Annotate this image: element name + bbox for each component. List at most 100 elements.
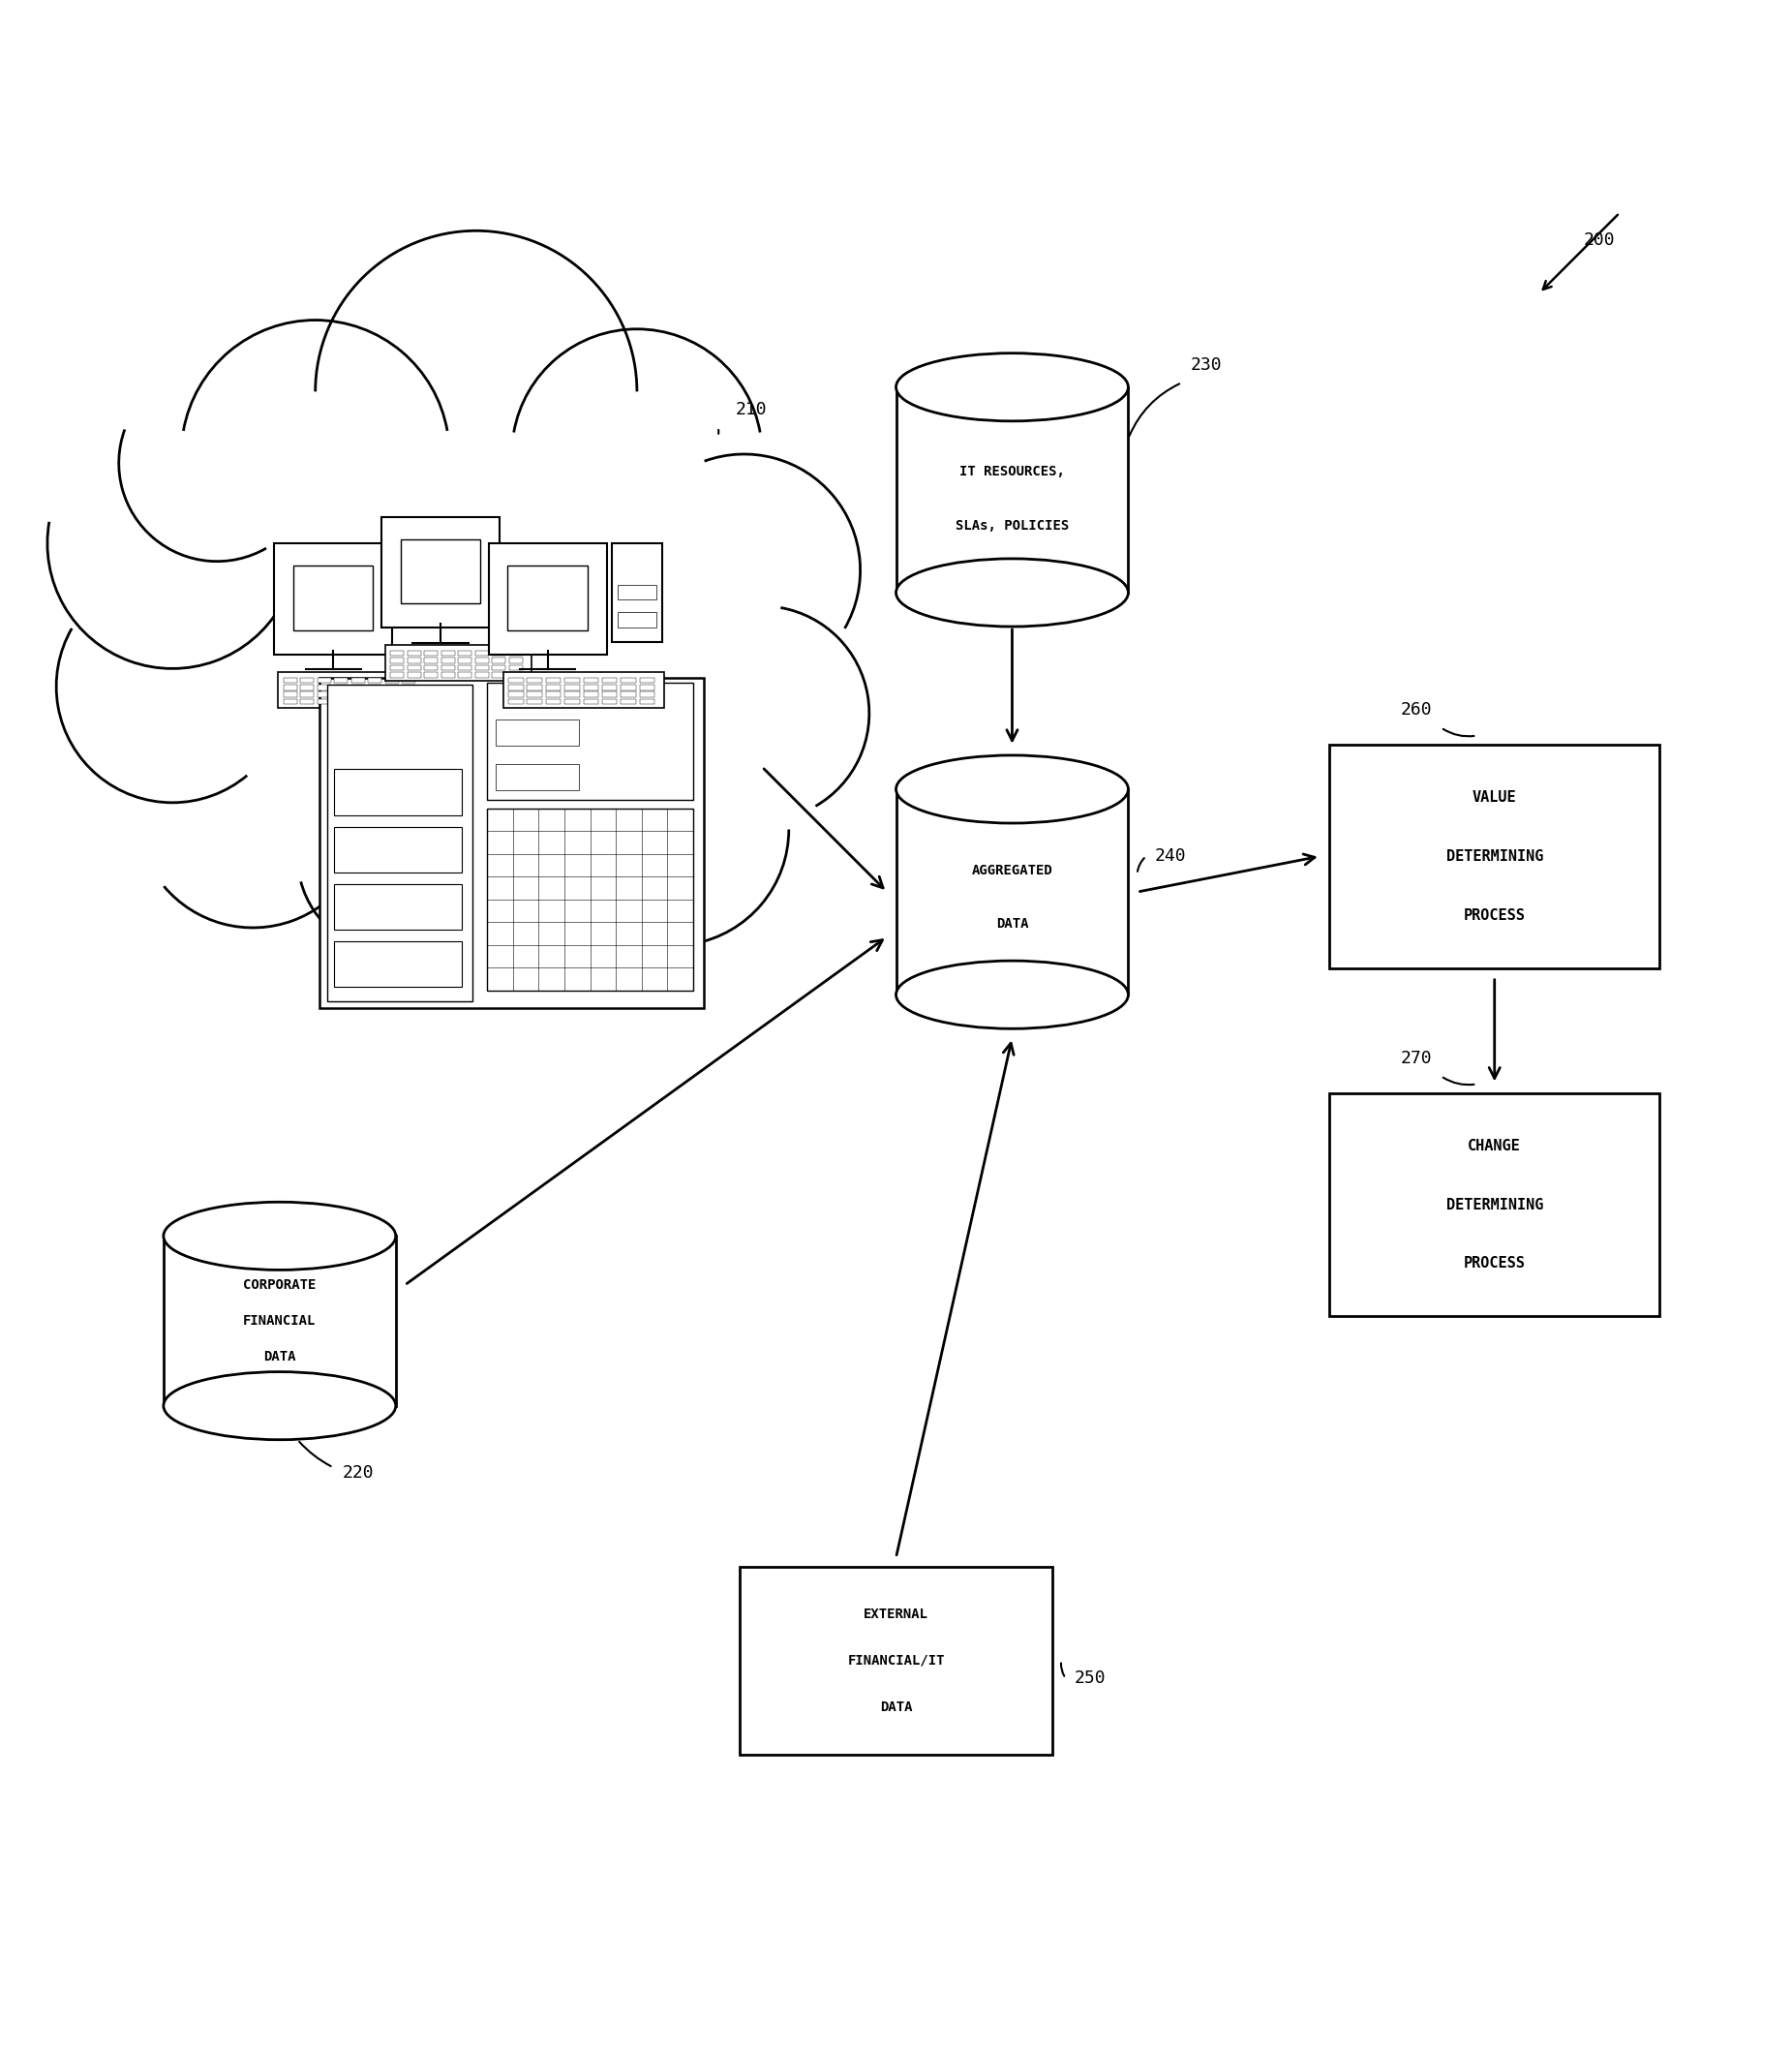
Ellipse shape xyxy=(163,1373,396,1441)
Bar xyxy=(317,685,332,689)
Bar xyxy=(333,827,462,872)
Bar xyxy=(493,665,505,671)
Bar xyxy=(317,700,332,704)
Text: CORPORATE: CORPORATE xyxy=(244,1278,315,1293)
Ellipse shape xyxy=(896,558,1129,626)
Circle shape xyxy=(136,696,369,928)
Bar xyxy=(391,659,403,663)
Text: 210: 210 xyxy=(735,400,767,419)
Circle shape xyxy=(118,365,315,562)
Bar xyxy=(475,659,489,663)
Text: DATA: DATA xyxy=(880,1701,912,1713)
Text: FINANCIAL: FINANCIAL xyxy=(244,1313,315,1328)
Bar xyxy=(441,659,455,663)
Circle shape xyxy=(645,605,860,821)
Text: 230: 230 xyxy=(1192,357,1222,373)
Bar xyxy=(333,700,348,704)
Bar xyxy=(584,677,599,683)
Ellipse shape xyxy=(896,755,1129,823)
Bar xyxy=(367,685,382,689)
Bar xyxy=(283,692,297,698)
Circle shape xyxy=(557,714,788,946)
Bar xyxy=(441,650,455,657)
Bar xyxy=(459,673,471,677)
Text: PROCESS: PROCESS xyxy=(1464,907,1525,923)
Bar xyxy=(493,673,505,677)
Circle shape xyxy=(441,757,636,954)
Bar xyxy=(441,673,455,677)
Text: 200: 200 xyxy=(1584,232,1615,248)
Bar xyxy=(475,650,489,657)
Bar xyxy=(493,659,505,663)
Circle shape xyxy=(56,570,289,802)
Bar xyxy=(475,673,489,677)
Bar xyxy=(283,685,297,689)
Bar xyxy=(602,700,616,704)
Bar xyxy=(602,692,616,698)
Bar xyxy=(564,685,579,689)
Circle shape xyxy=(181,365,717,901)
Bar xyxy=(616,585,656,599)
Bar xyxy=(1330,745,1659,969)
Bar xyxy=(640,685,654,689)
Bar xyxy=(547,692,561,698)
Bar xyxy=(385,685,398,689)
Bar xyxy=(504,673,663,708)
Circle shape xyxy=(315,230,636,552)
Bar xyxy=(602,677,616,683)
Bar xyxy=(401,692,416,698)
Bar xyxy=(459,665,471,671)
Bar xyxy=(385,644,532,681)
Bar xyxy=(584,692,599,698)
Circle shape xyxy=(181,490,539,847)
Bar xyxy=(425,673,437,677)
Bar xyxy=(367,700,382,704)
Bar xyxy=(407,665,421,671)
Bar xyxy=(407,659,421,663)
Bar xyxy=(391,673,403,677)
Bar xyxy=(527,677,541,683)
Bar xyxy=(385,677,398,683)
Bar xyxy=(896,790,1129,995)
Text: CHANGE: CHANGE xyxy=(1468,1139,1521,1153)
FancyBboxPatch shape xyxy=(382,517,500,628)
Bar xyxy=(301,677,314,683)
Bar xyxy=(351,685,364,689)
Bar xyxy=(278,673,425,708)
Bar xyxy=(333,942,462,987)
Bar xyxy=(283,700,297,704)
Bar xyxy=(487,683,694,800)
Circle shape xyxy=(513,328,762,579)
Text: DATA: DATA xyxy=(263,1350,296,1363)
Bar xyxy=(496,718,579,745)
Bar xyxy=(351,677,364,683)
Bar xyxy=(301,692,314,698)
Bar xyxy=(475,665,489,671)
Bar xyxy=(333,685,348,689)
Circle shape xyxy=(297,757,495,954)
Bar xyxy=(616,611,656,628)
Bar xyxy=(459,650,471,657)
Bar xyxy=(301,700,314,704)
Bar xyxy=(527,692,541,698)
Bar xyxy=(509,659,523,663)
Bar xyxy=(1330,1094,1659,1317)
Bar xyxy=(317,692,332,698)
Bar xyxy=(509,700,523,704)
Bar xyxy=(283,677,297,683)
Bar xyxy=(509,692,523,698)
Bar xyxy=(333,770,462,815)
Bar xyxy=(425,659,437,663)
Bar xyxy=(564,700,579,704)
Bar xyxy=(319,677,704,1008)
Bar xyxy=(493,650,505,657)
Bar xyxy=(351,700,364,704)
Text: AGGREGATED: AGGREGATED xyxy=(971,864,1052,878)
Bar xyxy=(317,677,332,683)
Bar xyxy=(294,566,373,630)
Bar xyxy=(509,650,523,657)
Text: 240: 240 xyxy=(1156,847,1186,866)
Bar xyxy=(385,700,398,704)
Bar xyxy=(640,692,654,698)
Bar xyxy=(547,685,561,689)
